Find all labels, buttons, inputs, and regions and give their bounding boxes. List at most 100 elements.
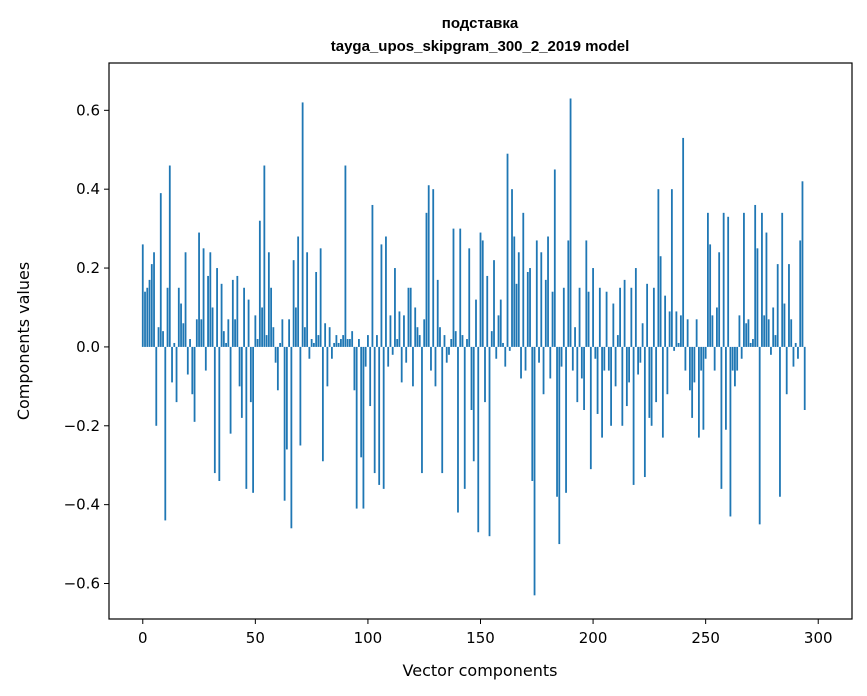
bar — [173, 342, 176, 347]
bar — [470, 346, 473, 410]
bar — [157, 327, 160, 347]
bar — [585, 240, 588, 347]
bar — [164, 346, 167, 521]
bar — [560, 346, 563, 367]
bar — [353, 346, 356, 391]
bar — [283, 346, 286, 501]
bar — [657, 189, 660, 347]
bar — [378, 346, 381, 485]
bar — [443, 335, 446, 347]
bar — [299, 346, 302, 446]
bar — [396, 339, 399, 347]
bar — [612, 303, 615, 347]
bar — [754, 204, 757, 347]
bar — [614, 346, 617, 387]
bar — [261, 307, 263, 347]
bar — [565, 346, 567, 493]
bar — [193, 346, 196, 422]
bar — [331, 346, 333, 359]
bar — [799, 240, 802, 347]
bar — [182, 323, 185, 347]
bar — [436, 279, 439, 347]
bar — [315, 271, 318, 347]
bar — [380, 244, 383, 347]
bar — [218, 346, 221, 481]
bar — [646, 283, 649, 347]
bar — [141, 244, 144, 347]
bar — [621, 346, 624, 426]
bar — [445, 346, 448, 363]
bar — [344, 165, 347, 347]
x-tick-label: 50 — [246, 629, 265, 647]
bar — [180, 303, 182, 347]
bar — [668, 311, 671, 347]
bars-group — [141, 98, 806, 596]
bar — [340, 339, 342, 347]
bar — [526, 271, 529, 347]
bar — [245, 346, 248, 489]
bar — [540, 252, 543, 347]
bar — [524, 346, 527, 371]
bar — [337, 342, 340, 347]
bar — [761, 212, 763, 347]
bar — [549, 346, 552, 379]
bar — [168, 165, 171, 347]
bar — [200, 319, 203, 347]
bar — [247, 299, 250, 347]
bar — [326, 346, 329, 387]
bar — [693, 346, 696, 383]
bar — [321, 346, 324, 462]
bar — [637, 346, 640, 375]
bar — [659, 256, 662, 347]
bar — [362, 346, 365, 509]
bar — [461, 335, 464, 347]
bar — [684, 346, 687, 371]
bar — [403, 315, 405, 347]
bar — [240, 346, 243, 418]
bar — [598, 287, 601, 347]
bar — [249, 346, 252, 403]
bar — [749, 342, 752, 347]
y-axis-ticks: −0.6 −0.4 −0.2 0.0 0.2 0.4 0.6 — [64, 101, 109, 593]
bar — [691, 346, 694, 418]
bar — [688, 346, 691, 391]
bar — [162, 331, 164, 347]
bar — [643, 346, 646, 478]
bar — [222, 331, 225, 347]
bar — [369, 346, 372, 407]
y-tick-label: −0.2 — [64, 417, 100, 435]
bar — [702, 346, 705, 430]
bar — [625, 346, 628, 407]
bar — [171, 346, 173, 383]
bar — [229, 346, 232, 434]
bar — [213, 346, 216, 474]
bar — [756, 248, 759, 347]
bar — [376, 335, 378, 347]
bar — [423, 319, 426, 347]
bar — [477, 346, 480, 533]
bar — [634, 268, 637, 347]
bar — [155, 346, 158, 426]
bar — [788, 264, 790, 347]
chart-title-line2: tayga_upos_skipgram_300_2_2019 model — [331, 38, 630, 55]
bar — [718, 252, 721, 347]
bar — [781, 212, 784, 347]
bar — [153, 252, 155, 347]
bar — [292, 260, 295, 347]
bar — [414, 307, 417, 347]
bar — [729, 346, 732, 517]
x-tick-label: 200 — [579, 629, 608, 647]
bar — [328, 327, 331, 347]
bar — [558, 346, 561, 545]
bar — [227, 319, 230, 347]
bar — [265, 335, 268, 347]
bar — [576, 346, 579, 403]
bar — [632, 346, 635, 485]
bar — [463, 346, 466, 489]
bar — [745, 323, 748, 347]
bar — [661, 346, 664, 438]
bar — [272, 327, 275, 347]
bar — [400, 346, 403, 383]
bar — [490, 331, 493, 347]
bar — [601, 346, 603, 438]
